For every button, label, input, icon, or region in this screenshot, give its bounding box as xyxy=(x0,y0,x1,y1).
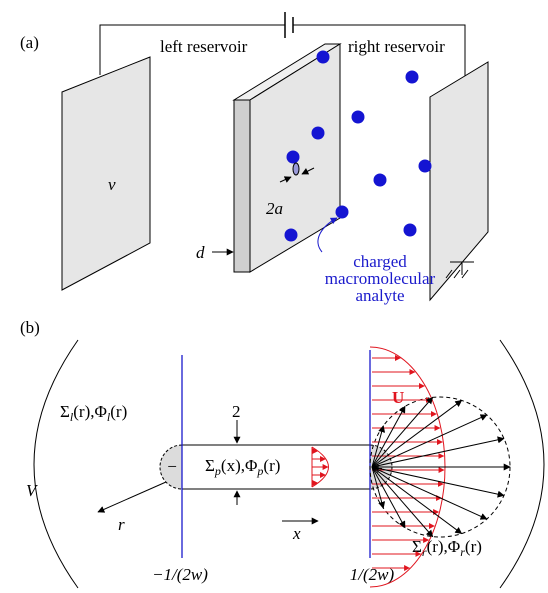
arrow xyxy=(372,415,487,467)
left-electrode xyxy=(62,57,150,290)
width-label: 2 xyxy=(232,402,241,421)
reservoir-label: right reservoir xyxy=(348,37,445,56)
potential-label: v xyxy=(108,175,116,194)
analyte xyxy=(419,160,432,173)
analyte xyxy=(374,174,387,187)
text: (r),Φ xyxy=(73,402,107,421)
analyte xyxy=(352,111,365,124)
arrow xyxy=(372,467,487,519)
analyte-label: analyte xyxy=(355,286,404,305)
position-label: −1/(2w) xyxy=(152,565,208,584)
pore xyxy=(293,163,299,175)
analyte xyxy=(287,151,300,164)
boundary-arc xyxy=(500,340,544,588)
axis-label: x xyxy=(292,524,301,543)
text: (r),Φ xyxy=(427,537,461,556)
charge-sign: − xyxy=(167,457,177,476)
region-label: Σl(r),Φl(r) xyxy=(60,402,127,424)
text: (r) xyxy=(110,402,127,421)
right-electrode xyxy=(430,62,488,300)
pore-label: 2a xyxy=(266,199,283,218)
text: p xyxy=(214,464,221,478)
text: (x),Φ xyxy=(221,456,258,475)
membrane-side xyxy=(234,100,250,272)
velocity-label: U xyxy=(392,388,404,407)
region-label: Σp(x),Φp(r) xyxy=(205,456,280,478)
analyte xyxy=(336,206,349,219)
analyte xyxy=(406,71,419,84)
axis-label: r xyxy=(118,515,125,534)
panel-label: (b) xyxy=(20,318,40,337)
analyte xyxy=(312,127,325,140)
text: Σ xyxy=(205,456,215,475)
reservoir-label: left reservoir xyxy=(160,37,248,56)
analyte xyxy=(317,51,330,64)
boundary-arc xyxy=(34,340,78,588)
text: p xyxy=(256,464,263,478)
thickness-label: d xyxy=(196,243,205,262)
text: (r) xyxy=(263,456,280,475)
analyte xyxy=(404,224,417,237)
arrow xyxy=(98,482,166,512)
panel-a: (a) v left reservoir right reservoir 2a xyxy=(20,12,488,305)
panel-b: (b) V − + 2 Σl(r),Φl(r) Σp(x),Φp(r) Σr(r… xyxy=(20,318,544,588)
diagram: (a) v left reservoir right reservoir 2a xyxy=(0,0,548,593)
panel-label: (a) xyxy=(20,33,39,52)
analyte xyxy=(285,229,298,242)
text: (r) xyxy=(465,537,482,556)
text: Σ xyxy=(60,402,70,421)
